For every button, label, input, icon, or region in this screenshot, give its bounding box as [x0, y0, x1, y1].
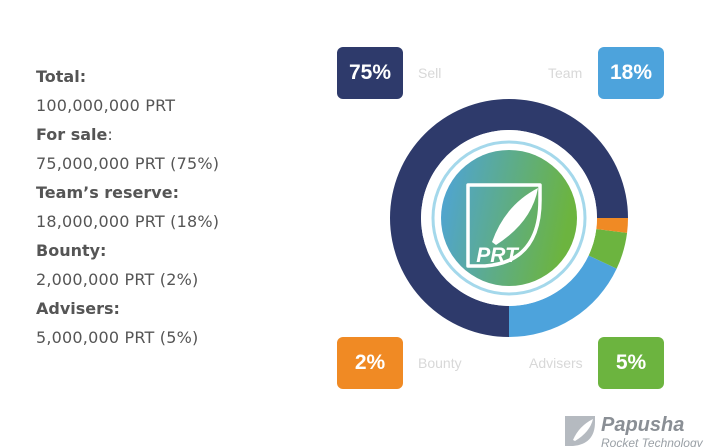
total-value: 100,000,000 PRT	[36, 96, 176, 115]
slice-advisers	[588, 229, 628, 269]
slice-bounty	[596, 218, 629, 233]
sell-percent-badge: 75%	[337, 47, 403, 99]
center-ring	[431, 140, 587, 296]
bounty-value-line: 2,000,000 PRT (2%)	[36, 265, 219, 294]
team-percent-badge: 18%	[598, 47, 664, 99]
team-reserve-label-line: Team’s reserve:	[36, 178, 219, 207]
team-reserve-value: 18,000,000 PRT (18%)	[36, 212, 220, 231]
bounty-segment-label: Bounty	[418, 355, 462, 371]
team-segment-label: Team	[548, 65, 583, 81]
slice-team	[509, 255, 617, 337]
bounty-value: 2,000,000 PRT (2%)	[36, 270, 199, 289]
team-reserve-label: Team’s reserve:	[36, 183, 179, 202]
advisers-value: 5,000,000 PRT (5%)	[36, 328, 199, 347]
advisers-label-line: Advisers:	[36, 294, 219, 323]
bounty-label-line: Bounty:	[36, 236, 219, 265]
team-reserve-value-line: 18,000,000 PRT (18%)	[36, 207, 219, 236]
center-logo-text: PRT	[476, 244, 520, 267]
for-sale-label: For sale	[36, 125, 108, 144]
advisers-segment-label: Advisers	[529, 355, 583, 371]
leaf-icon	[466, 183, 542, 268]
brand-tagline: Rocket Technology	[601, 436, 703, 447]
brand-leaf-icon	[565, 416, 595, 446]
total-label: Total:	[36, 67, 87, 86]
total-label-line: Total:	[36, 62, 219, 91]
sell-segment-label: Sell	[418, 65, 442, 81]
for-sale-label-line: For sale:	[36, 120, 219, 149]
brand-logo: Papusha Rocket Technology	[563, 411, 720, 447]
brand-name: Papusha	[601, 414, 685, 436]
advisers-percent-badge: 5%	[598, 337, 664, 389]
for-sale-value-line: 75,000,000 PRT (75%)	[36, 149, 219, 178]
for-sale-colon: :	[107, 125, 113, 144]
for-sale-value: 75,000,000 PRT (75%)	[36, 154, 220, 173]
donut-slices	[390, 99, 629, 337]
advisers-label: Advisers:	[36, 299, 120, 318]
total-value-line: 100,000,000 PRT	[36, 91, 219, 120]
advisers-value-line: 5,000,000 PRT (5%)	[36, 323, 219, 352]
bounty-percent-badge: 2%	[337, 337, 403, 389]
token-distribution-info: Total: 100,000,000 PRT For sale: 75,000,…	[36, 62, 219, 352]
bounty-label: Bounty:	[36, 241, 107, 260]
